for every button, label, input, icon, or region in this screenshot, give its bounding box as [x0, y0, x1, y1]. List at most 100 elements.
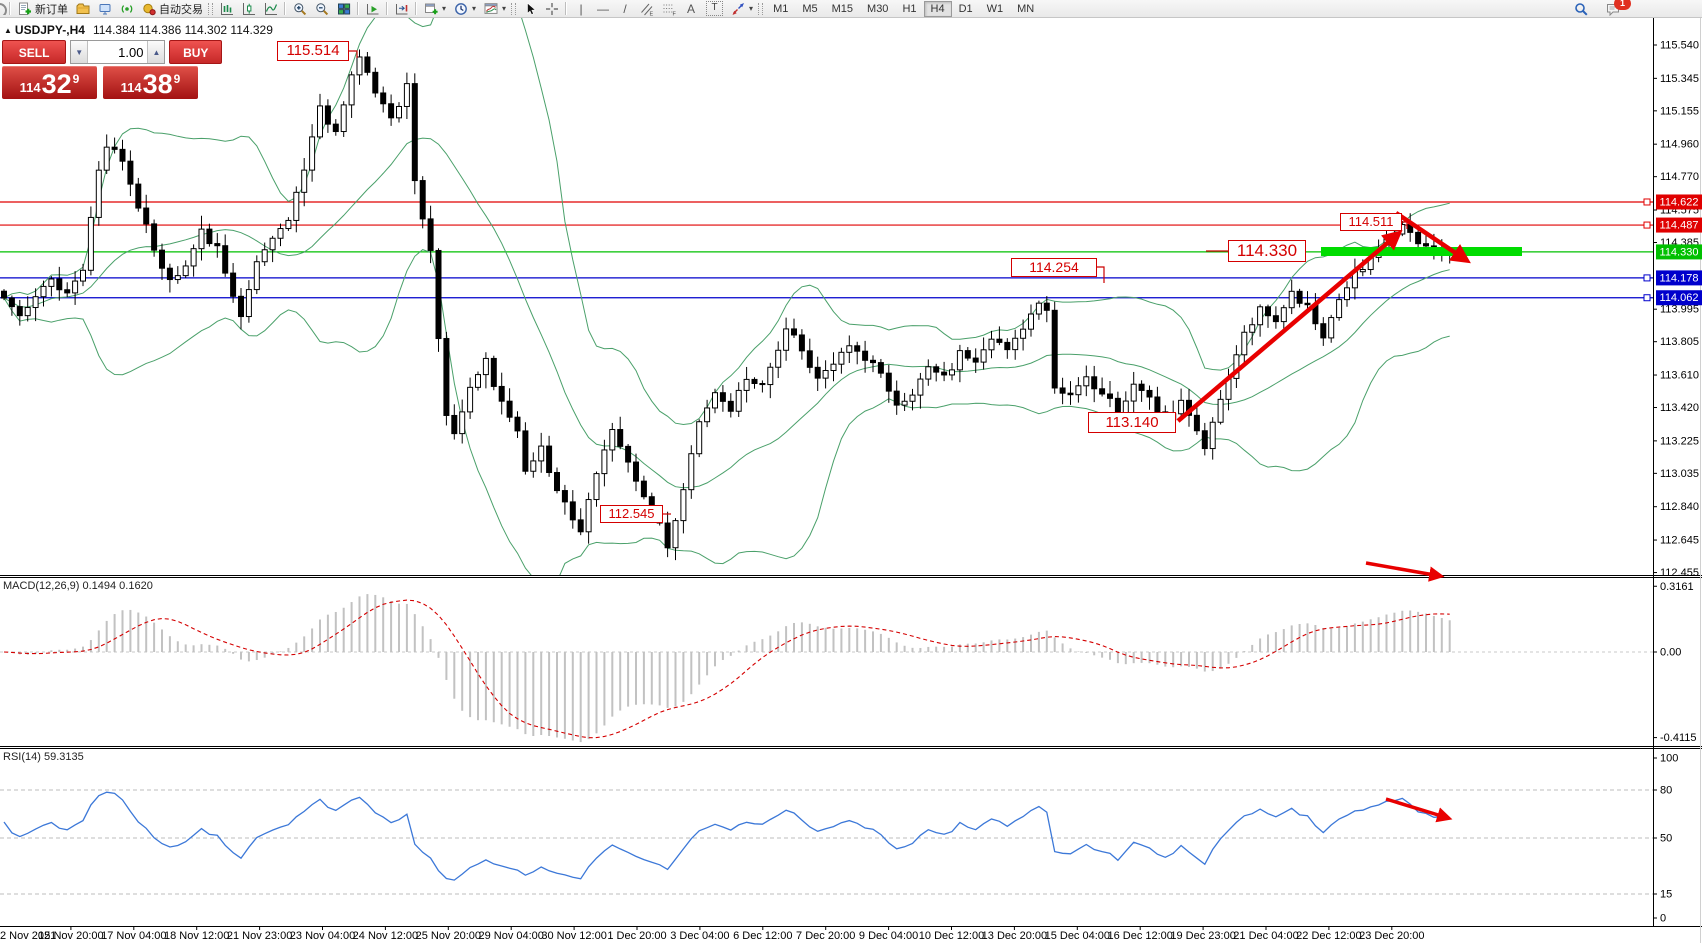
tile-windows-icon — [337, 2, 351, 16]
toolbar-grip — [511, 2, 517, 15]
zoom-out-button[interactable] — [311, 1, 333, 17]
fibonacci-button[interactable] — [658, 1, 680, 17]
svg-text:114.960: 114.960 — [1660, 139, 1699, 151]
profiles-icon — [76, 2, 90, 16]
trendline-button[interactable]: / — [614, 1, 636, 17]
svg-text:29 Nov 04:00: 29 Nov 04:00 — [478, 930, 543, 942]
toolbar-grip — [758, 2, 764, 15]
rsi-label: RSI(14) 59.3135 — [3, 751, 84, 763]
macd-label: MACD(12,26,9) 0.1494 0.1620 — [3, 580, 153, 592]
svg-text:0: 0 — [1660, 913, 1666, 925]
toolbar-separator — [415, 2, 417, 15]
timeframe-m30-button[interactable]: M30 — [860, 1, 895, 17]
equidistant-channel-button[interactable] — [636, 1, 658, 17]
svg-text:19 Dec 23:00: 19 Dec 23:00 — [1170, 930, 1235, 942]
new-order-button[interactable]: 新订单 — [14, 1, 72, 17]
equidistant-channel-icon — [640, 2, 654, 16]
trend-arrow[interactable] — [1365, 561, 1445, 582]
vertical-line-button[interactable]: | — [570, 1, 592, 17]
signals-icon — [120, 2, 134, 16]
crosshair-button[interactable] — [541, 1, 563, 17]
tile-windows-button[interactable] — [333, 1, 355, 17]
line-chart-icon — [264, 2, 278, 16]
bar-chart-icon — [220, 2, 234, 16]
volume-input[interactable] — [88, 41, 148, 63]
svg-text:17 Nov 04:00: 17 Nov 04:00 — [101, 930, 166, 942]
autotrading-label: 自动交易 — [159, 3, 203, 16]
chart-shift-button[interactable] — [391, 1, 413, 17]
svg-text:100: 100 — [1660, 753, 1678, 765]
horizontal-line-button[interactable]: — — [592, 1, 614, 17]
cursor-icon — [523, 2, 537, 16]
text-button[interactable]: A — [680, 1, 702, 17]
timeframe-d1-button[interactable]: D1 — [952, 1, 980, 17]
search-icon — [1574, 2, 1588, 16]
signals-button[interactable] — [116, 1, 138, 17]
svg-text:113.035: 113.035 — [1660, 468, 1699, 480]
crosshair-icon — [545, 2, 559, 16]
arrows-icon — [731, 2, 745, 16]
market-watch-icon — [98, 2, 112, 16]
profiles-button[interactable] — [72, 1, 94, 17]
svg-text:22 Dec 12:00: 22 Dec 12:00 — [1296, 930, 1361, 942]
chart-shift-icon — [395, 2, 409, 16]
clock-icon — [454, 2, 468, 16]
indicators-icon — [484, 2, 498, 16]
buy-price-pip: 9 — [173, 72, 181, 86]
timeframe-m1-button[interactable]: M1 — [766, 1, 795, 17]
svg-text:25 Nov 20:00: 25 Nov 20:00 — [416, 930, 481, 942]
highlight-trendline[interactable] — [1321, 247, 1522, 256]
arrows-button[interactable]: ▾ — [727, 1, 757, 17]
line-chart-button[interactable] — [260, 1, 282, 17]
trend-arrow[interactable] — [1385, 797, 1453, 823]
autotrading-button[interactable]: 自动交易 — [138, 1, 207, 17]
market-watch-button[interactable] — [94, 1, 116, 17]
cursor-button[interactable] — [519, 1, 541, 17]
svg-text:7 Dec 20:00: 7 Dec 20:00 — [796, 930, 855, 942]
trend-arrow[interactable] — [1394, 211, 1471, 264]
svg-text:1 Dec 20:00: 1 Dec 20:00 — [607, 930, 666, 942]
sell-price-figure: 114 — [19, 80, 41, 95]
svg-text:9 Dec 04:00: 9 Dec 04:00 — [859, 930, 918, 942]
auto-scroll-icon — [366, 2, 380, 16]
svg-text:113.420: 113.420 — [1660, 402, 1699, 414]
new-chart-button[interactable]: ▾ — [420, 1, 450, 17]
svg-text:15 Nov 20:00: 15 Nov 20:00 — [38, 930, 103, 942]
svg-text:13 Dec 20:00: 13 Dec 20:00 — [982, 930, 1047, 942]
timeframe-h4-button[interactable]: H4 — [923, 0, 952, 17]
horizontal-line-icon: — — [597, 1, 610, 16]
timeframe-w1-button[interactable]: W1 — [980, 1, 1011, 17]
candlestick-chart-button[interactable] — [238, 1, 260, 17]
text-label-button[interactable]: T — [702, 1, 727, 17]
indicator-axes: 0.3161 0.00 -0.4115 100 80 50 15 0 — [1653, 581, 1697, 925]
buy-price-button[interactable]: 114 38 9 — [103, 66, 198, 99]
sell-price-button[interactable]: 114 32 9 — [2, 66, 97, 99]
bar-chart-button[interactable] — [216, 1, 238, 17]
chart-ohlc-values: 114.384 114.386 114.302 114.329 — [92, 23, 273, 37]
indicators-button[interactable]: ▾ — [480, 1, 510, 17]
sell-price-pip: 9 — [72, 72, 80, 86]
price-axis[interactable]: 115.540115.345115.155114.960114.770114.5… — [1653, 40, 1702, 580]
search-button[interactable] — [1570, 1, 1592, 17]
svg-text:-0.4115: -0.4115 — [1660, 732, 1697, 744]
timeframe-mn-button[interactable]: MN — [1010, 1, 1041, 17]
trend-arrow[interactable] — [1176, 230, 1403, 423]
zoom-in-button[interactable] — [289, 1, 311, 17]
svg-text:114.487: 114.487 — [1660, 220, 1699, 232]
svg-text:10 Dec 12:00: 10 Dec 12:00 — [919, 930, 984, 942]
dropdown-caret-icon: ▾ — [749, 4, 754, 13]
new-order-label: 新订单 — [35, 3, 68, 16]
auto-scroll-button[interactable] — [362, 1, 384, 17]
timeframe-m15-button[interactable]: M15 — [825, 1, 860, 17]
timeframe-m5-button[interactable]: M5 — [795, 1, 824, 17]
drawn-objects[interactable] — [349, 50, 1471, 823]
periods-button[interactable]: ▾ — [450, 1, 480, 17]
buy-button[interactable]: BUY — [169, 40, 222, 64]
volume-decrease-button[interactable]: ▼ — [71, 41, 89, 63]
volume-increase-button[interactable]: ▲ — [147, 41, 165, 63]
sell-button[interactable]: SELL — [2, 40, 67, 64]
timeframe-h1-button[interactable]: H1 — [895, 1, 923, 17]
